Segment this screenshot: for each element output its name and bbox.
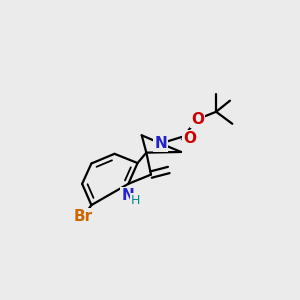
Text: Br: Br [74,209,93,224]
Text: O: O [191,112,204,127]
Text: N: N [154,136,167,151]
Text: H: H [130,194,140,207]
Text: N: N [122,188,134,203]
Text: O: O [183,131,196,146]
